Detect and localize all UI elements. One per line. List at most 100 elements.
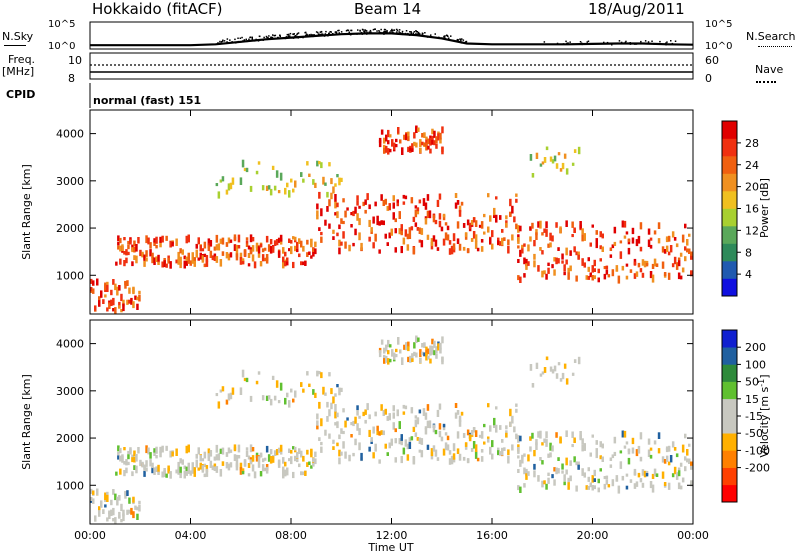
nsky-point bbox=[310, 33, 312, 36]
power-cell bbox=[308, 251, 311, 255]
velocity-cell bbox=[90, 488, 93, 494]
power-cell bbox=[394, 228, 397, 234]
velocity-cell bbox=[290, 450, 293, 454]
power-cell bbox=[316, 215, 319, 220]
power-cell bbox=[340, 241, 343, 246]
nsearch-tick-bottom: 10^0 bbox=[705, 41, 732, 52]
cpid-text: normal (fast) 151 bbox=[93, 94, 201, 107]
velocity-colorbar-segment bbox=[722, 330, 737, 348]
power-cell bbox=[211, 255, 215, 261]
power-cell bbox=[179, 248, 182, 254]
power-cell bbox=[625, 263, 629, 267]
power-cell bbox=[448, 240, 452, 245]
nsky-point bbox=[416, 33, 418, 36]
velocity-cell bbox=[304, 470, 307, 476]
velocity-cell bbox=[255, 455, 259, 462]
power-cell bbox=[157, 261, 160, 265]
power-cell bbox=[151, 257, 154, 264]
power-cell bbox=[169, 240, 172, 248]
nsearch-point bbox=[566, 42, 568, 45]
velocity-colorbar-tick-label: 200 bbox=[745, 341, 766, 354]
power-cell bbox=[431, 135, 434, 143]
velocity-cell bbox=[326, 401, 329, 408]
power-cell bbox=[334, 194, 337, 202]
velocity-cell bbox=[115, 471, 118, 476]
power-cell bbox=[171, 241, 174, 247]
nsky-point bbox=[364, 31, 366, 34]
velocity-cell bbox=[151, 462, 154, 469]
velocity-cell bbox=[213, 456, 217, 461]
nsky-point bbox=[438, 36, 440, 39]
nsky-point bbox=[430, 34, 432, 36]
velocity-cell bbox=[549, 452, 552, 458]
velocity-cell bbox=[135, 465, 138, 474]
velocity-cell bbox=[533, 463, 536, 470]
power-cell bbox=[418, 199, 422, 204]
power-cell bbox=[338, 239, 341, 247]
velocity-cell bbox=[239, 467, 243, 475]
power-cell bbox=[432, 214, 436, 223]
velocity-cell bbox=[257, 371, 261, 375]
velocity-cell bbox=[225, 452, 229, 457]
velocity-cell bbox=[312, 457, 315, 462]
nsky-point bbox=[245, 38, 247, 41]
velocity-cell bbox=[385, 346, 388, 352]
power-cell bbox=[298, 253, 301, 258]
velocity-cell bbox=[326, 416, 329, 422]
power-colorbar-segment bbox=[722, 138, 737, 157]
velocity-cell bbox=[561, 372, 565, 380]
velocity-cell bbox=[279, 444, 283, 452]
power-cell bbox=[302, 261, 305, 266]
power-cell bbox=[112, 279, 115, 285]
power-ylabel: Slant Range [km] bbox=[20, 164, 33, 260]
velocity-cell bbox=[561, 463, 564, 470]
power-cell bbox=[316, 160, 319, 167]
velocity-cell bbox=[623, 445, 627, 449]
power-cell bbox=[370, 230, 373, 234]
velocity-cell bbox=[119, 447, 122, 454]
power-cell bbox=[450, 245, 454, 251]
velocity-cell bbox=[483, 423, 486, 428]
power-cell bbox=[393, 142, 396, 150]
nsky-point bbox=[457, 39, 459, 41]
velocity-cell bbox=[389, 358, 392, 363]
velocity-cell bbox=[541, 371, 545, 375]
power-cell bbox=[599, 258, 602, 262]
nsky-point bbox=[292, 33, 295, 35]
station-title: Hokkaido (fitACF) bbox=[92, 0, 223, 18]
power-cell bbox=[185, 235, 188, 244]
nsearch-point bbox=[629, 42, 631, 44]
power-cell bbox=[122, 299, 125, 307]
power-cell bbox=[320, 208, 323, 217]
velocity-cell bbox=[470, 430, 474, 436]
velocity-cell bbox=[263, 467, 267, 472]
nsky-point bbox=[285, 36, 287, 39]
power-cell bbox=[637, 262, 641, 268]
power-cell bbox=[249, 234, 253, 243]
velocity-cell bbox=[454, 412, 458, 419]
power-cell bbox=[605, 265, 609, 270]
power-cell bbox=[358, 232, 361, 241]
velocity-cell bbox=[267, 454, 271, 462]
nsky-point bbox=[384, 28, 386, 31]
power-cell bbox=[613, 241, 617, 246]
velocity-cell bbox=[517, 485, 520, 491]
nsky-point bbox=[398, 31, 400, 33]
velocity-cell bbox=[412, 426, 416, 432]
power-cell bbox=[641, 272, 645, 278]
power-cell bbox=[400, 246, 403, 254]
nsky-point bbox=[427, 36, 430, 38]
velocity-cell bbox=[617, 485, 621, 494]
velocity-cell bbox=[565, 430, 568, 437]
velocity-cell bbox=[203, 451, 207, 459]
power-cell bbox=[203, 263, 207, 268]
velocity-cell bbox=[340, 387, 343, 392]
velocity-cell bbox=[117, 455, 120, 460]
power-cell bbox=[509, 198, 512, 207]
velocity-cell bbox=[112, 489, 115, 495]
power-cell bbox=[681, 267, 685, 273]
power-cell bbox=[551, 235, 554, 242]
velocity-cell bbox=[429, 347, 432, 356]
power-cell bbox=[478, 224, 482, 228]
power-cell bbox=[122, 303, 125, 312]
